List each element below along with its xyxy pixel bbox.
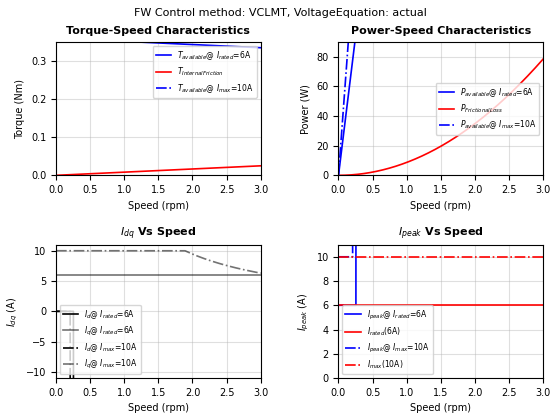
$P_{FrictionalLoss}$ [425, 150, 432, 155]
$T_{InternalFriction}$ [258, 163, 264, 168]
Legend: $P_{available}$@ $I_{rated}$=6A, $P_{FrictionalLoss}$, $P_{available}$@ $I_{max}: $P_{available}$@ $I_{rated}$=6A, $P_{Fri… [436, 83, 539, 134]
$T_{InternalFriction}$ [53, 173, 59, 178]
Line: $T_{InternalFriction}$: $T_{InternalFriction}$ [56, 166, 261, 175]
$I_q$@ $I_{rated}$=6A [216, 273, 223, 278]
$T_{available}$@ $I_{rated}$=6A [212, 43, 219, 48]
$I_q$@ $I_{rated}$=6A [212, 273, 219, 278]
Title: Power-Speed Characteristics: Power-Speed Characteristics [351, 26, 531, 36]
$I_d$@ $I_{max}$=10A [53, 309, 59, 314]
$I_q$@ $I_{rated}$=6A [193, 273, 200, 278]
Line: $I_d$@ $I_{rated}$=6A: $I_d$@ $I_{rated}$=6A [56, 311, 261, 420]
$P_{FrictionalLoss}$ [540, 56, 547, 61]
$I_q$@ $I_{rated}$=6A [143, 273, 150, 278]
$I_{max}$(10A) [335, 254, 342, 259]
$I_q$@ $I_{max}$=10A [143, 248, 150, 253]
$I_q$@ $I_{rated}$=6A [53, 273, 59, 278]
$P_{available}$@ $I_{rated}$=6A [335, 173, 342, 178]
$P_{FrictionalLoss}$ [494, 102, 501, 107]
$T_{available}$@ $I_{rated}$=6A [193, 42, 200, 47]
$P_{FrictionalLoss}$ [418, 154, 424, 159]
$I_{rated}$(6A) [403, 303, 410, 308]
Legend: $I_d$@ $I_{rated}$=6A, $I_q$@ $I_{rated}$=6A, $I_d$@ $I_{max}$=10A, $I_q$@ $I_{m: $I_d$@ $I_{rated}$=6A, $I_q$@ $I_{rated}… [60, 305, 141, 374]
$I_q$@ $I_{max}$=10A [53, 248, 59, 253]
$T_{available}$@ $I_{max}$=10A [258, 38, 264, 43]
$I_q$@ $I_{max}$=10A [193, 253, 200, 258]
Line: $T_{available}$@ $I_{rated}$=6A: $T_{available}$@ $I_{rated}$=6A [56, 38, 261, 48]
$P_{FrictionalLoss}$ [335, 173, 342, 178]
$I_q$@ $I_{max}$=10A [212, 260, 219, 265]
Line: $I_d$@ $I_{max}$=10A: $I_d$@ $I_{max}$=10A [56, 311, 261, 420]
Line: $P_{FrictionalLoss}$: $P_{FrictionalLoss}$ [338, 59, 543, 175]
$T_{available}$@ $I_{rated}$=6A [216, 43, 223, 48]
$I_d$@ $I_{rated}$=6A [53, 309, 59, 314]
Line: $P_{available}$@ $I_{max}$=10A: $P_{available}$@ $I_{max}$=10A [338, 0, 543, 175]
Y-axis label: $I_{peak}$ (A): $I_{peak}$ (A) [297, 292, 311, 331]
Line: $T_{available}$@ $I_{max}$=10A: $T_{available}$@ $I_{max}$=10A [56, 0, 261, 41]
$T_{InternalFriction}$ [136, 169, 142, 174]
$I_q$@ $I_{max}$=10A [216, 261, 223, 266]
Line: $I_q$@ $I_{max}$=10A: $I_q$@ $I_{max}$=10A [56, 251, 261, 273]
Line: $I_{peak}$@ $I_{rated}$=6A: $I_{peak}$@ $I_{rated}$=6A [338, 0, 543, 305]
$T_{InternalFriction}$ [143, 168, 150, 173]
Line: $I_{peak}$@ $I_{max}$=10A: $I_{peak}$@ $I_{max}$=10A [338, 0, 543, 257]
$P_{FrictionalLoss}$ [498, 99, 505, 104]
$I_q$@ $I_{rated}$=6A [136, 273, 142, 278]
$T_{available}$@ $I_{rated}$=6A [136, 39, 142, 45]
Y-axis label: $I_{dq}$ (A): $I_{dq}$ (A) [6, 296, 20, 326]
$I_q$@ $I_{max}$=10A [73, 248, 80, 253]
Legend: $T_{available}$@ $I_{rated}$=6A, $T_{InternalFriction}$, $T_{available}$@ $I_{ma: $T_{available}$@ $I_{rated}$=6A, $T_{Int… [153, 46, 257, 97]
$T_{available}$@ $I_{rated}$=6A [258, 45, 264, 50]
X-axis label: Speed (rpm): Speed (rpm) [128, 201, 189, 210]
$I_q$@ $I_{max}$=10A [258, 270, 264, 276]
Title: $I_{dq}$ Vs Speed: $I_{dq}$ Vs Speed [120, 226, 197, 242]
Title: Torque-Speed Characteristics: Torque-Speed Characteristics [67, 26, 250, 36]
$P_{FrictionalLoss}$ [356, 172, 363, 177]
$I_q$@ $I_{max}$=10A [136, 248, 142, 253]
$T_{InternalFriction}$ [73, 172, 80, 177]
$I_q$@ $I_{rated}$=6A [258, 273, 264, 278]
$T_{available}$@ $I_{rated}$=6A [73, 37, 80, 42]
$T_{available}$@ $I_{max}$=10A [216, 0, 223, 5]
$I_{peak}$@ $I_{rated}$=6A [335, 303, 342, 308]
$I_{rated}$(6A) [335, 303, 342, 308]
$I_q$@ $I_{rated}$=6A [73, 273, 80, 278]
Legend: $I_{peak}$@ $I_{rated}$=6A, $I_{rated}$(6A), $I_{peak}$@ $I_{max}$=10A, $I_{max}: $I_{peak}$@ $I_{rated}$=6A, $I_{rated}$(… [342, 305, 433, 374]
$T_{available}$@ $I_{rated}$=6A [53, 36, 59, 41]
Line: $P_{available}$@ $I_{rated}$=6A: $P_{available}$@ $I_{rated}$=6A [338, 0, 543, 175]
Y-axis label: Torque (Nm): Torque (Nm) [15, 79, 25, 139]
Text: FW Control method: VCLMT, VoltageEquation: actual: FW Control method: VCLMT, VoltageEquatio… [134, 8, 426, 18]
$I_{peak}$@ $I_{max}$=10A [335, 254, 342, 259]
$P_{available}$@ $I_{max}$=10A [335, 173, 342, 178]
$P_{FrictionalLoss}$ [475, 118, 482, 123]
X-axis label: Speed (rpm): Speed (rpm) [410, 403, 472, 413]
X-axis label: Speed (rpm): Speed (rpm) [410, 201, 472, 210]
$T_{available}$@ $I_{rated}$=6A [143, 40, 150, 45]
$I_{max}$(10A) [403, 254, 410, 259]
$T_{InternalFriction}$ [212, 165, 219, 171]
Title: $I_{peak}$ Vs Speed: $I_{peak}$ Vs Speed [398, 226, 484, 242]
Y-axis label: Power (W): Power (W) [301, 84, 311, 134]
$T_{InternalFriction}$ [193, 166, 200, 171]
$P_{available}$@ $I_{rated}$=6A [356, 3, 363, 8]
X-axis label: Speed (rpm): Speed (rpm) [128, 403, 189, 413]
$T_{InternalFriction}$ [216, 165, 223, 170]
